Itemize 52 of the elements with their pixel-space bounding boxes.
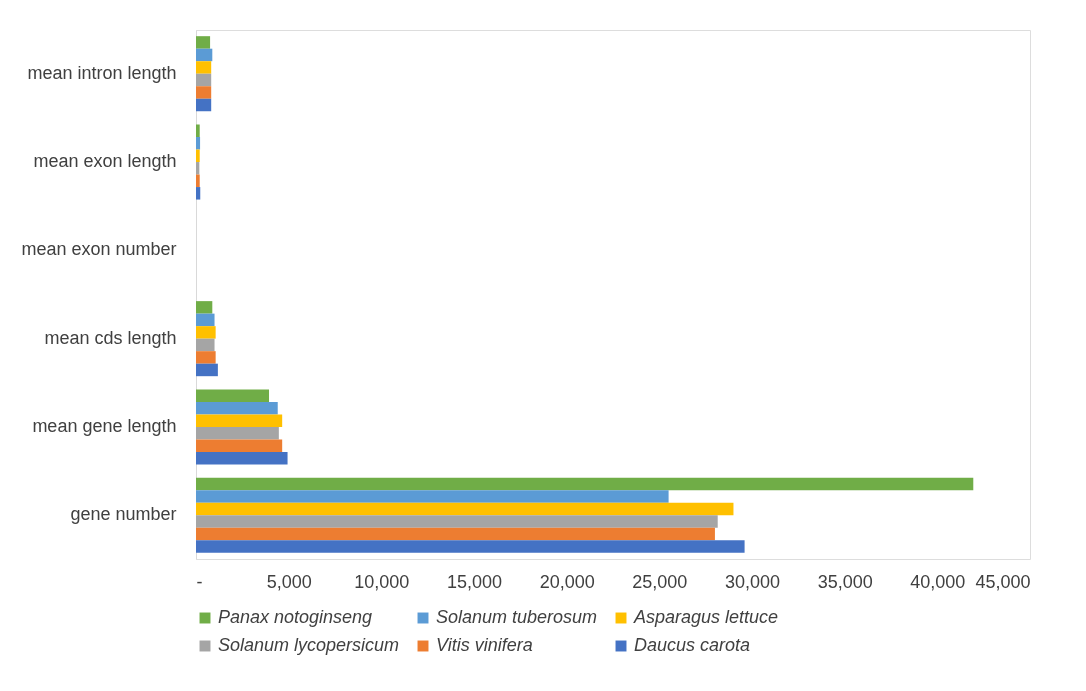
y-tick-label: mean gene length	[32, 415, 177, 436]
bar	[196, 313, 215, 327]
bar	[196, 48, 213, 62]
bar	[196, 86, 212, 99]
legend-label: Asparagus lettuce	[633, 607, 779, 627]
y-tick-label: mean exon length	[33, 151, 177, 172]
legend-label: Daucus carota	[634, 635, 751, 655]
x-tick-label: 25,000	[632, 571, 688, 592]
bar	[196, 149, 200, 163]
legend-label: Panax notoginseng	[218, 607, 373, 627]
x-tick-label: 10,000	[354, 571, 410, 592]
legend-label: Solanum lycopersicum	[218, 635, 400, 655]
bar	[196, 98, 212, 112]
bar	[196, 187, 201, 200]
bar	[196, 389, 270, 402]
legend-label: Vitis vinifera	[436, 635, 533, 655]
bar	[196, 540, 745, 553]
bar	[196, 414, 283, 427]
x-tick-label: 5,000	[266, 571, 312, 592]
bar	[196, 326, 216, 339]
bar	[196, 174, 200, 188]
bar	[196, 401, 278, 415]
x-tick-label: 20,000	[539, 571, 595, 592]
bar	[196, 426, 279, 440]
bar	[196, 527, 715, 541]
bar	[196, 502, 734, 516]
bar	[196, 351, 216, 364]
x-tick-label: 15,000	[446, 571, 503, 592]
bar	[196, 515, 718, 528]
bar	[196, 338, 215, 352]
x-tick-label: -	[196, 571, 203, 592]
bar	[196, 451, 288, 465]
bar	[196, 439, 283, 452]
x-tick-label: 45,000	[975, 571, 1031, 592]
y-tick-label: gene number	[70, 504, 177, 525]
bar	[196, 36, 211, 49]
bar	[196, 477, 974, 491]
bar	[196, 61, 212, 74]
bar	[196, 301, 213, 314]
legend-label: Solanum tuberosum	[436, 607, 598, 627]
bar	[196, 363, 218, 377]
y-tick-label: mean cds length	[44, 327, 177, 348]
x-tick-label: 35,000	[817, 571, 873, 592]
y-tick-label: mean intron length	[27, 62, 177, 83]
bar	[196, 162, 200, 175]
bar	[196, 137, 201, 150]
bar	[196, 490, 669, 503]
y-tick-label: mean exon number	[21, 239, 177, 260]
bar	[196, 124, 200, 138]
x-tick-label: 30,000	[724, 571, 781, 592]
bar	[196, 73, 212, 87]
x-tick-label: 40,000	[910, 571, 966, 592]
